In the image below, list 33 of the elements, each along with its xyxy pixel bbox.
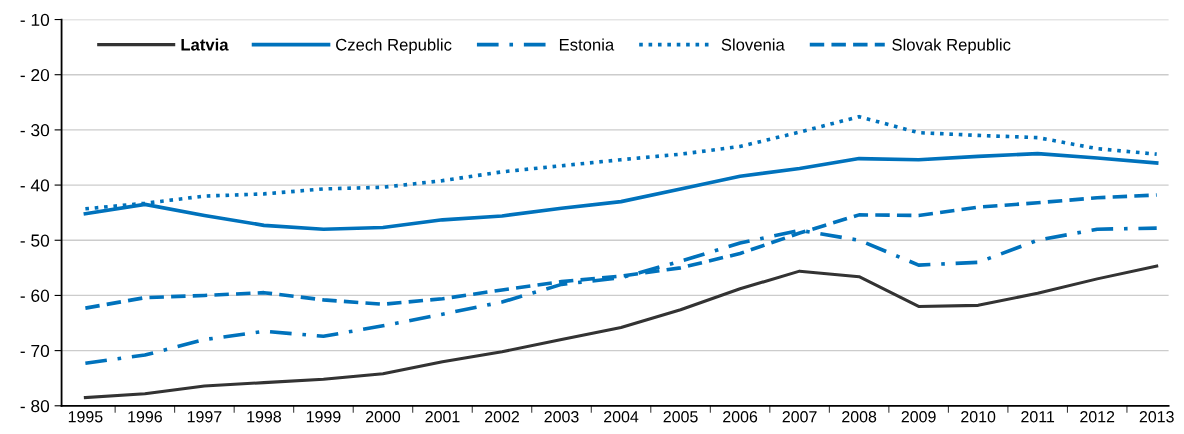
legend-label: Slovak Republic xyxy=(892,38,1011,54)
legend-label: Latvia xyxy=(181,38,229,51)
x-tick-label: 1997 xyxy=(187,411,222,423)
x-tick-label: 2003 xyxy=(544,411,579,423)
x-tick-label: 1996 xyxy=(128,411,162,423)
x-tick-label: 2001 xyxy=(425,411,460,423)
x-tick-label: 2009 xyxy=(901,411,936,423)
x-tick-label: 2005 xyxy=(663,411,698,423)
x-tick-label: 2013 xyxy=(1139,411,1174,423)
x-tick-label: 2007 xyxy=(782,411,817,423)
x-tick-label: 2010 xyxy=(961,411,996,423)
legend-label: Slovenia xyxy=(721,38,785,51)
y-tick-label: - 30 xyxy=(20,124,50,137)
x-tick-label: 1999 xyxy=(306,411,341,423)
x-tick-label: 2006 xyxy=(723,411,758,423)
x-tick-label: 2008 xyxy=(842,411,877,423)
y-tick-label: - 20 xyxy=(20,68,50,82)
y-tick-label: - 80 xyxy=(20,399,50,413)
x-tick-label: 1995 xyxy=(68,411,103,423)
y-tick-label: - 70 xyxy=(20,344,50,358)
line-series xyxy=(83,264,1159,400)
x-tick-label: 2012 xyxy=(1080,411,1115,423)
x-tick-label: 2011 xyxy=(1021,411,1055,423)
y-tick-label: - 40 xyxy=(20,179,50,192)
x-tick-label: 2002 xyxy=(485,411,519,423)
legend-label: Estonia xyxy=(559,38,615,51)
x-tick-label: 2000 xyxy=(366,411,401,423)
x-tick-label: 1998 xyxy=(247,411,281,423)
y-tick-label: - 60 xyxy=(20,289,50,302)
y-tick-label: - 50 xyxy=(20,234,50,247)
y-tick-label: - 10 xyxy=(20,13,50,26)
x-tick-label: 2004 xyxy=(604,411,639,423)
legend-label: Czech Republic xyxy=(336,38,452,54)
